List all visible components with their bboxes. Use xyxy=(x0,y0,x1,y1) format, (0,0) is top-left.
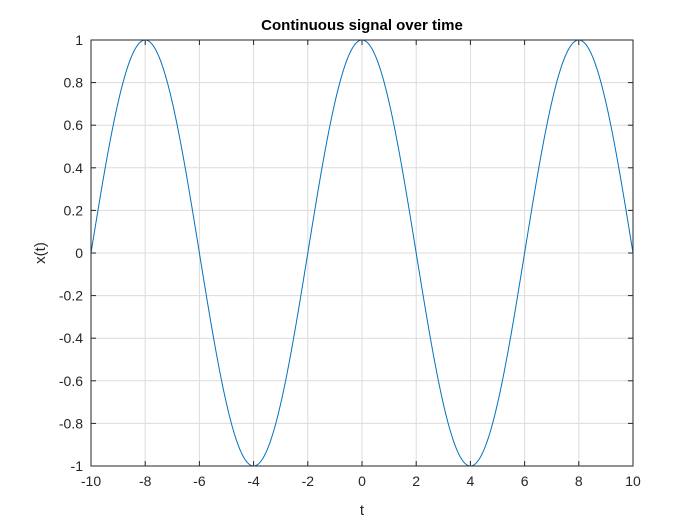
x-tick-label: -2 xyxy=(302,473,315,489)
y-tick-label: -1 xyxy=(71,458,84,474)
y-tick-label: -0.8 xyxy=(59,415,83,431)
y-tick-label: 0.6 xyxy=(64,117,84,133)
x-tick-label: 0 xyxy=(358,473,366,489)
x-axis-label: t xyxy=(360,502,365,519)
x-tick-label: 4 xyxy=(467,473,475,489)
y-axis-label: x(t) xyxy=(32,242,49,264)
y-tick-label: 0 xyxy=(75,245,83,261)
x-tick-label: -6 xyxy=(193,473,206,489)
y-tick-label: 1 xyxy=(75,32,83,48)
x-tick-label: 6 xyxy=(521,473,529,489)
x-tick-labels: -10 -8 -6 -4 -2 0 2 4 6 8 10 xyxy=(81,473,641,489)
y-tick-label: -0.4 xyxy=(59,330,83,346)
y-tick-label: 0.2 xyxy=(64,202,84,218)
x-tick-label: 2 xyxy=(412,473,420,489)
chart-title: Continuous signal over time xyxy=(261,17,463,34)
y-tick-label: 0.4 xyxy=(64,160,84,176)
x-tick-label: -4 xyxy=(247,473,260,489)
ticks xyxy=(90,39,634,467)
x-tick-label: 8 xyxy=(575,473,583,489)
x-tick-label: -10 xyxy=(81,473,101,489)
y-tick-label: -0.2 xyxy=(59,288,83,304)
y-tick-label: -0.6 xyxy=(59,373,83,389)
x-tick-label: -8 xyxy=(139,473,152,489)
y-tick-labels: -1 -0.8 -0.6 -0.4 -0.2 0 0.2 0.4 0.6 0.8 1 xyxy=(59,32,83,474)
y-tick-label: 0.8 xyxy=(64,75,84,91)
x-tick-label: 10 xyxy=(625,473,641,489)
